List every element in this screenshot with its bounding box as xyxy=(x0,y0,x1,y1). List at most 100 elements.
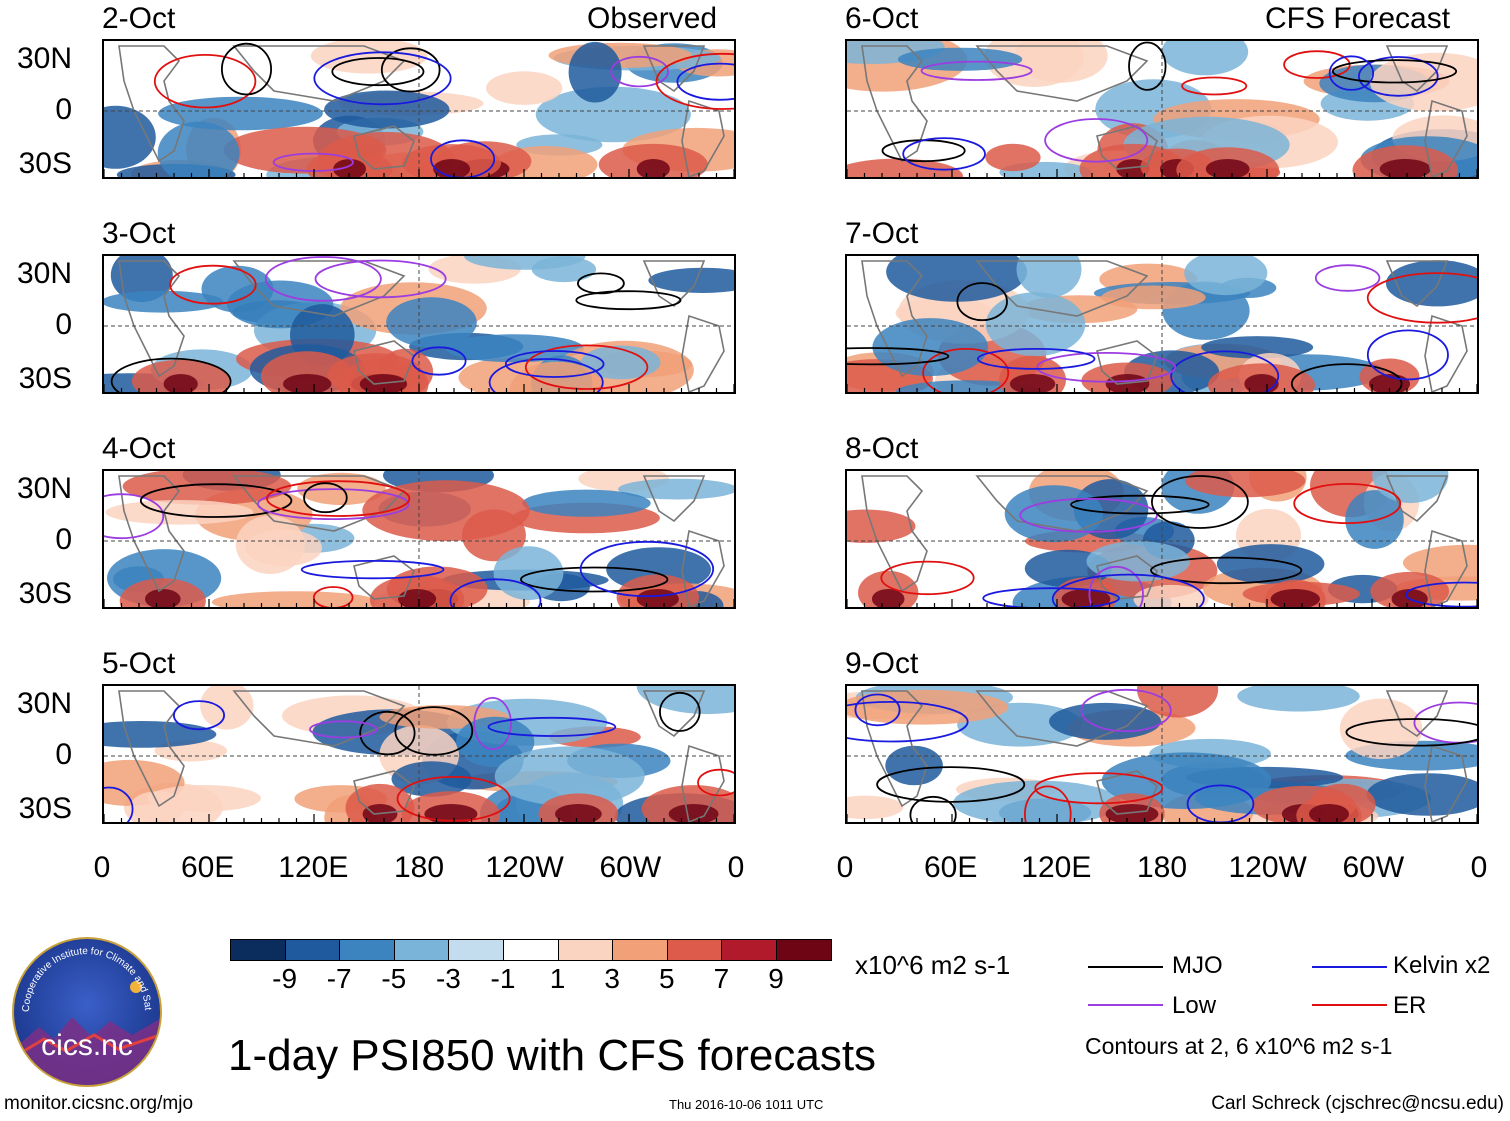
panel-date-right-4: 9-Oct xyxy=(845,647,919,680)
anomaly-shading xyxy=(1237,686,1360,712)
wave-contour xyxy=(1024,785,1072,822)
colorbar-cell xyxy=(284,939,341,961)
anomaly-shading xyxy=(105,500,254,525)
anomaly-shading xyxy=(847,795,904,820)
anomaly-shading xyxy=(122,471,292,505)
colorbar-cell xyxy=(557,939,614,961)
wave-contour xyxy=(982,587,1120,607)
colorbar-tick: 3 xyxy=(604,963,620,994)
colorbar-tick: -9 xyxy=(272,963,298,994)
wave-contour xyxy=(504,350,605,378)
anomaly-shading xyxy=(985,143,1041,172)
coastline xyxy=(1424,529,1468,607)
coastline xyxy=(861,475,928,593)
anomaly-shading xyxy=(886,256,1028,302)
wave-contour xyxy=(221,42,273,96)
wave-contour xyxy=(676,62,734,101)
anomaly-shading xyxy=(648,267,734,293)
wave-contour xyxy=(104,786,134,822)
wave-contour xyxy=(487,716,617,737)
wave-contour xyxy=(524,344,649,390)
lon-label: 60E xyxy=(180,851,235,884)
colorbar-cell xyxy=(612,939,668,961)
anomaly-shading xyxy=(1402,544,1477,581)
anomaly-shading xyxy=(1004,485,1104,543)
anomaly-shading xyxy=(445,334,584,363)
lon-label: 60W xyxy=(1342,851,1405,884)
anomaly-shading xyxy=(1009,374,1056,392)
colorbar-tick: -1 xyxy=(490,963,516,994)
anomaly-shading xyxy=(872,318,988,377)
colorbar-cell xyxy=(666,939,723,961)
wave-contour xyxy=(579,540,715,598)
anomaly-shading xyxy=(1372,471,1449,504)
wave-contour xyxy=(488,358,604,392)
anomaly-shading xyxy=(1379,159,1431,177)
wave-contour xyxy=(104,493,165,540)
wave-contour xyxy=(331,57,425,87)
anomaly-shading xyxy=(486,71,563,105)
anomaly-shading xyxy=(1244,374,1279,392)
colorbar-cell xyxy=(339,939,395,961)
wave-contour xyxy=(449,578,542,607)
wave-contour xyxy=(153,54,257,109)
lon-label: 180 xyxy=(1136,851,1188,884)
colorbar-tick: 9 xyxy=(768,963,784,994)
wave-contour xyxy=(309,720,378,739)
map-svg xyxy=(847,41,1477,177)
anomaly-shading xyxy=(163,374,198,392)
wave-contour xyxy=(576,272,625,295)
wave-contour xyxy=(1034,772,1164,805)
logo-ring-text: Cooperative Institute for Climate and Sa… xyxy=(14,939,153,1012)
map-panel xyxy=(845,684,1479,824)
anomaly-shading xyxy=(1366,773,1477,816)
wave-contour xyxy=(380,47,441,93)
anomaly-shading xyxy=(985,292,1086,357)
lat-label: 30S xyxy=(18,577,72,610)
colorbar-cell xyxy=(230,939,286,961)
wave-contour xyxy=(312,586,354,607)
map-panel xyxy=(845,469,1479,609)
legend-line-mjo xyxy=(1088,966,1163,968)
wave-contour xyxy=(173,700,226,731)
anomaly-shading xyxy=(568,41,622,103)
colorbar-cell xyxy=(503,939,559,961)
panel-date-left-4: 5-Oct xyxy=(102,647,176,680)
anomaly-shading xyxy=(636,159,670,177)
lon-label: 120W xyxy=(485,851,564,884)
wave-contour xyxy=(610,55,669,88)
map-svg xyxy=(104,41,734,177)
colorbar-cell xyxy=(776,939,832,961)
anomaly-shading xyxy=(130,791,186,822)
lat-label: 30S xyxy=(18,792,72,825)
anomaly-shading xyxy=(310,41,428,74)
wave-contour xyxy=(1293,482,1402,525)
wave-contour xyxy=(1366,329,1449,381)
anomaly-shading xyxy=(386,297,477,348)
wave-contour xyxy=(1128,41,1167,91)
anomaly-shading xyxy=(1205,159,1250,177)
wave-contour xyxy=(303,482,348,514)
observed-header: Observed xyxy=(587,2,718,35)
coastline xyxy=(861,45,928,163)
colorbar-cell xyxy=(448,939,504,961)
lat-label: 0 xyxy=(55,738,72,771)
lat-label: 0 xyxy=(55,308,72,341)
map-panel xyxy=(102,39,736,179)
map-panel xyxy=(845,254,1479,394)
wave-contour xyxy=(1080,688,1172,733)
anomaly-shading xyxy=(235,515,305,574)
coastline xyxy=(1424,314,1468,392)
lat-label: 30N xyxy=(16,472,72,505)
anomaly-shading xyxy=(283,374,332,392)
panel-date-right-2: 7-Oct xyxy=(845,217,919,250)
colorbar-tick: 7 xyxy=(713,963,730,994)
wave-contour xyxy=(847,701,969,743)
coastline xyxy=(642,475,706,523)
anomaly-shading xyxy=(424,804,478,822)
anomaly-shading xyxy=(362,480,530,542)
legend-line-er xyxy=(1312,1004,1387,1006)
lon-label: 120W xyxy=(1228,851,1307,884)
anomaly-shading xyxy=(636,589,679,607)
wave-contour xyxy=(922,348,1010,392)
